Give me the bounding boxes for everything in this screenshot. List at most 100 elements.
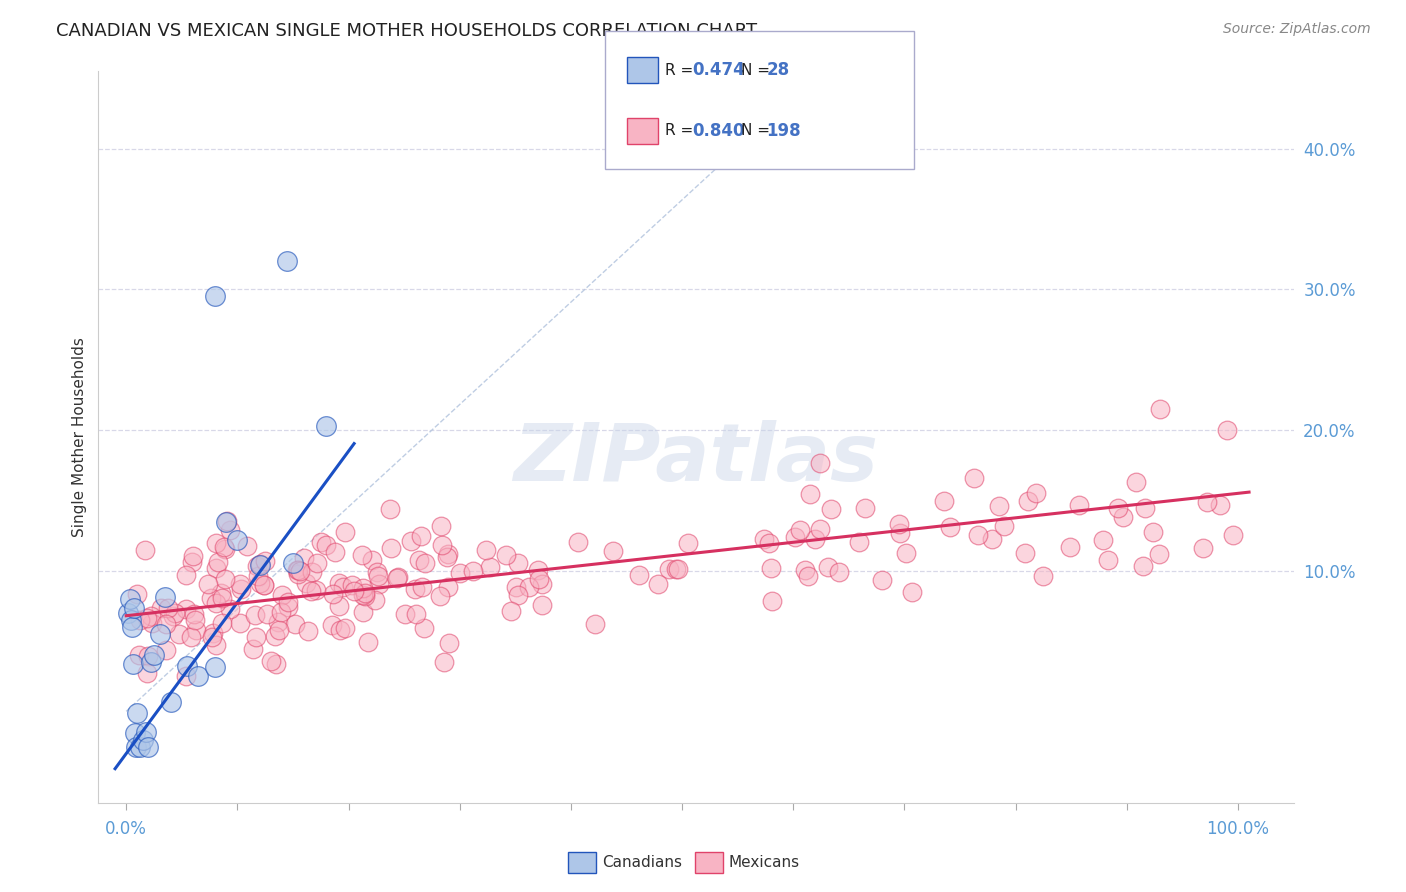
Point (315, 538, 337, 552)
Point (299, 583, 322, 598)
Point (136, 649, 159, 664)
Text: N =: N = (741, 62, 775, 78)
Point (506, 556, 529, 570)
Text: 0.0%: 0.0% (105, 820, 148, 838)
Point (352, 605, 374, 619)
Point (1191, 541, 1213, 555)
Point (305, 582, 328, 597)
Point (247, 569, 270, 583)
Point (249, 558, 271, 573)
Point (267, 623, 290, 637)
Point (793, 563, 815, 577)
Point (478, 560, 501, 574)
Point (328, 623, 350, 637)
Point (120, 613, 142, 627)
Point (197, 577, 219, 591)
Point (207, 555, 229, 569)
Point (820, 502, 842, 516)
Point (229, 582, 252, 596)
Point (567, 534, 589, 549)
Point (759, 561, 782, 575)
Point (125, 740, 148, 755)
Point (281, 556, 304, 570)
Point (256, 607, 278, 621)
Point (436, 550, 458, 565)
Point (1222, 528, 1244, 542)
Point (267, 615, 290, 629)
Point (200, 591, 222, 605)
Point (284, 617, 307, 632)
Point (658, 562, 681, 576)
Point (761, 594, 783, 608)
Point (413, 556, 436, 570)
Point (799, 486, 821, 500)
Point (205, 560, 228, 574)
Point (264, 657, 287, 672)
Point (229, 577, 252, 591)
Point (1197, 494, 1219, 508)
Point (297, 624, 319, 639)
Point (321, 618, 343, 632)
Point (367, 569, 389, 583)
Point (967, 528, 990, 542)
Point (676, 536, 699, 550)
Text: ZIPatlas: ZIPatlas (513, 420, 879, 498)
Point (246, 558, 269, 573)
Point (135, 665, 157, 680)
Point (527, 572, 550, 586)
Point (155, 617, 177, 632)
Point (181, 555, 204, 569)
Point (135, 725, 157, 739)
Point (357, 635, 380, 649)
Point (752, 532, 775, 546)
Point (785, 530, 807, 544)
Text: 198: 198 (766, 122, 801, 140)
Point (202, 626, 225, 640)
Point (366, 565, 388, 579)
Point (128, 739, 150, 754)
Point (219, 601, 242, 615)
Point (242, 642, 264, 657)
Point (1132, 559, 1154, 574)
Point (245, 631, 267, 645)
Point (796, 568, 818, 582)
Point (1017, 494, 1039, 508)
Text: 0.474: 0.474 (692, 62, 745, 79)
Point (962, 471, 984, 485)
Point (155, 643, 177, 657)
Point (315, 418, 337, 433)
Point (870, 573, 893, 587)
Point (159, 695, 181, 709)
Point (211, 615, 233, 630)
Point (1142, 524, 1164, 539)
Point (277, 595, 299, 609)
Point (150, 601, 173, 615)
Point (583, 616, 606, 631)
Point (200, 630, 222, 644)
Point (627, 568, 650, 582)
Point (1111, 509, 1133, 524)
Point (139, 608, 162, 623)
Point (211, 591, 233, 605)
Point (1216, 423, 1239, 437)
Point (287, 567, 309, 582)
Point (176, 659, 198, 673)
Point (808, 522, 831, 536)
Text: Mexicans: Mexicans (728, 855, 800, 870)
Point (143, 648, 166, 662)
Point (295, 575, 318, 590)
Point (204, 289, 226, 303)
Point (270, 588, 292, 602)
Point (187, 669, 209, 683)
Point (180, 631, 202, 645)
Point (218, 523, 240, 537)
Point (666, 562, 689, 576)
Point (980, 533, 1002, 547)
Point (335, 525, 357, 540)
Point (205, 595, 228, 609)
Point (889, 526, 911, 541)
Point (1125, 475, 1147, 489)
Point (361, 553, 384, 567)
Point (433, 655, 456, 669)
Point (817, 559, 839, 574)
